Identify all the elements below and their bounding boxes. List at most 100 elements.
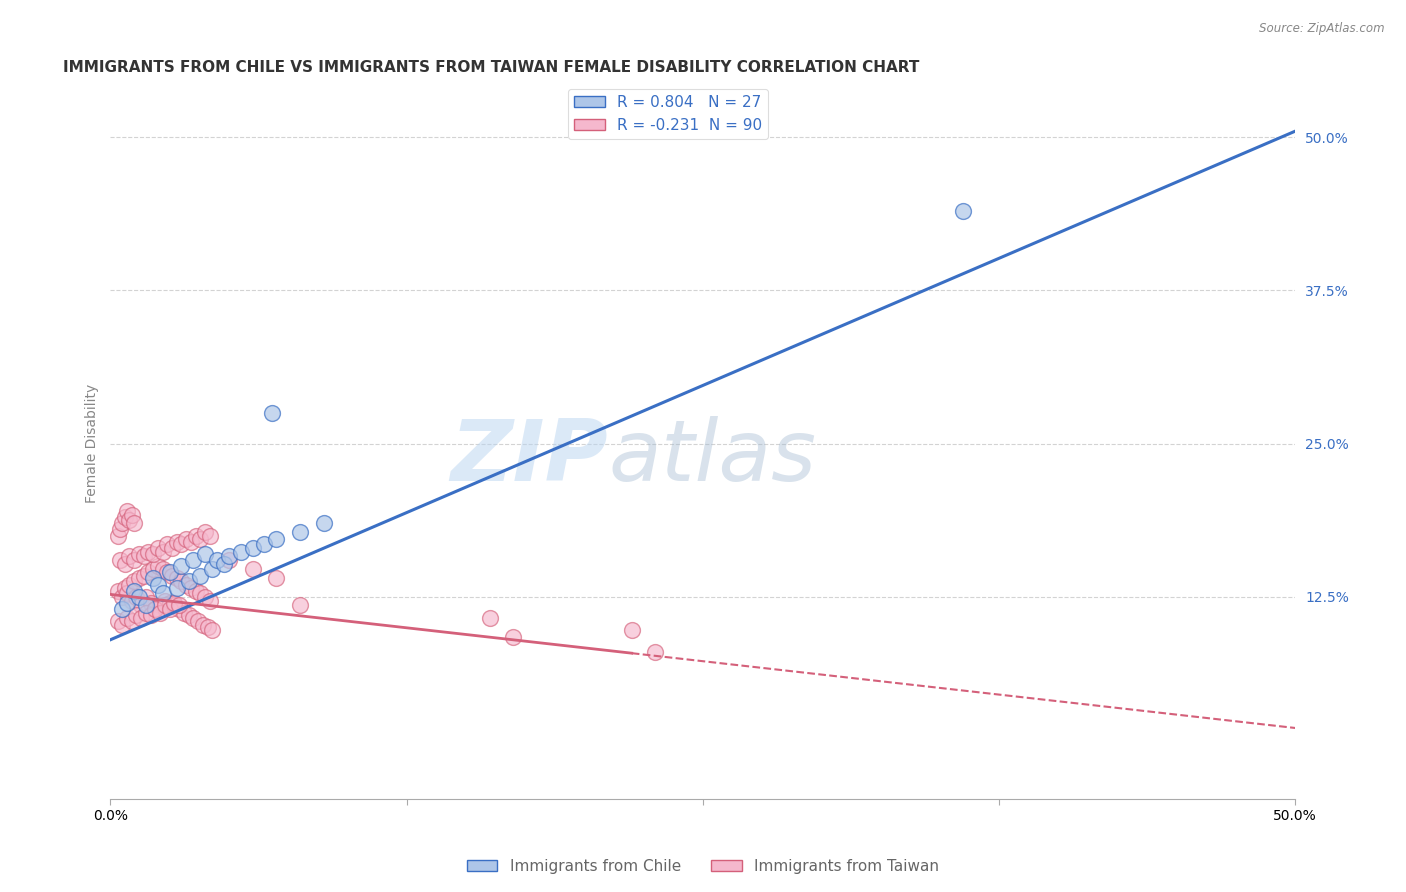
Point <box>122 583 145 598</box>
Point <box>153 593 176 607</box>
Point <box>166 534 188 549</box>
Point <box>128 572 150 586</box>
Point <box>288 599 311 613</box>
Point <box>159 596 181 610</box>
Point <box>952 203 974 218</box>
Point <box>183 553 205 567</box>
Point <box>135 606 157 620</box>
Point <box>644 645 666 659</box>
Point <box>115 610 138 624</box>
Point <box>163 599 186 613</box>
Point <box>242 541 264 555</box>
Point <box>146 577 169 591</box>
Point <box>180 582 202 596</box>
Point <box>312 516 335 531</box>
Point <box>266 533 288 547</box>
Point <box>139 596 162 610</box>
Point <box>174 533 197 547</box>
Point <box>190 569 212 583</box>
Point <box>266 572 288 586</box>
Point <box>229 544 252 558</box>
Point <box>194 524 217 539</box>
Point <box>156 566 179 580</box>
Point <box>129 610 152 624</box>
Point <box>142 547 165 561</box>
Point <box>502 630 524 644</box>
Point <box>111 516 134 531</box>
Point <box>108 523 131 537</box>
Point <box>183 610 205 624</box>
Point <box>190 533 212 547</box>
Point <box>136 544 159 558</box>
Point <box>122 516 145 531</box>
Point <box>121 615 143 629</box>
Point <box>132 549 155 564</box>
Point <box>253 537 276 551</box>
Point <box>149 599 172 613</box>
Point <box>128 547 150 561</box>
Point <box>170 559 193 574</box>
Text: IMMIGRANTS FROM CHILE VS IMMIGRANTS FROM TAIWAN FEMALE DISABILITY CORRELATION CH: IMMIGRANTS FROM CHILE VS IMMIGRANTS FROM… <box>63 60 920 75</box>
Point <box>194 590 217 604</box>
Y-axis label: Female Disability: Female Disability <box>86 384 100 503</box>
Point <box>173 606 195 620</box>
Point <box>152 562 174 576</box>
Point <box>153 599 176 613</box>
Point <box>149 606 172 620</box>
Point <box>142 562 165 576</box>
Point <box>111 590 134 604</box>
Point <box>111 602 134 616</box>
Point <box>184 528 207 542</box>
Point <box>218 549 240 564</box>
Point <box>184 583 207 598</box>
Point <box>128 590 150 604</box>
Point <box>118 513 141 527</box>
Point <box>160 541 183 555</box>
Point <box>118 577 141 591</box>
Point <box>114 557 136 571</box>
Point <box>114 582 136 596</box>
Point <box>478 610 501 624</box>
Point <box>174 577 197 591</box>
Point <box>167 599 190 613</box>
Point <box>145 602 167 616</box>
Point <box>177 574 200 588</box>
Point <box>152 544 174 558</box>
Point <box>187 615 209 629</box>
Point <box>166 582 188 596</box>
Point <box>135 599 157 613</box>
Point <box>198 528 221 542</box>
Point <box>166 572 188 586</box>
Point <box>146 559 169 574</box>
Point <box>180 534 202 549</box>
Point <box>177 608 200 623</box>
Point <box>620 623 643 637</box>
Point <box>107 583 129 598</box>
Point <box>160 569 183 583</box>
Point <box>156 537 179 551</box>
Point <box>107 528 129 542</box>
Legend: Immigrants from Chile, Immigrants from Taiwan: Immigrants from Chile, Immigrants from T… <box>461 853 945 880</box>
Point <box>122 574 145 588</box>
Point <box>139 608 162 623</box>
Point <box>125 590 148 604</box>
Point <box>170 537 193 551</box>
Text: atlas: atlas <box>607 417 815 500</box>
Point <box>159 566 181 580</box>
Point <box>136 566 159 580</box>
Point <box>201 562 224 576</box>
Point <box>121 508 143 522</box>
Point <box>132 569 155 583</box>
Point <box>167 602 190 616</box>
Point <box>190 586 212 600</box>
Point <box>114 510 136 524</box>
Point <box>288 524 311 539</box>
Point <box>218 553 240 567</box>
Point <box>145 602 167 616</box>
Point <box>118 549 141 564</box>
Point <box>122 553 145 567</box>
Point <box>201 623 224 637</box>
Point <box>108 553 131 567</box>
Point <box>111 618 134 632</box>
Point <box>129 599 152 613</box>
